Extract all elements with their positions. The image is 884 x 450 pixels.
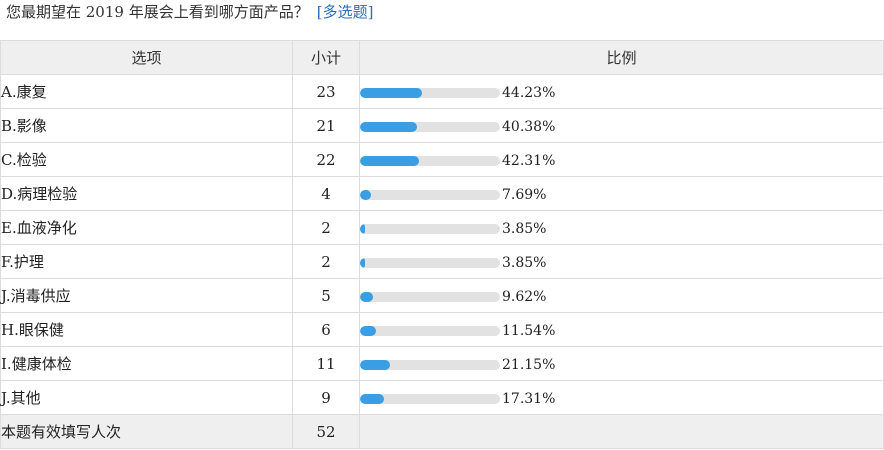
ratio-bar-track [360, 393, 500, 404]
results-table: 选项 小计 比例 A.康复 23 44.23% B.影像 21 40.38% C.检验 22 4… [0, 40, 884, 449]
ratio-bar-track [360, 189, 500, 200]
ratio-cell: 9.62% [359, 278, 884, 313]
ratio-percent: 3.85% [502, 254, 547, 271]
option-count: 11 [292, 346, 360, 381]
table-row: C.检验 22 42.31% [0, 142, 884, 177]
option-count: 23 [292, 74, 360, 109]
table-row: H.眼保健 6 11.54% [0, 312, 884, 347]
table-row: J.其他 9 17.31% [0, 380, 884, 415]
ratio-cell: 3.85% [359, 210, 884, 245]
option-label: F.护理 [0, 244, 293, 279]
ratio-cell: 40.38% [359, 108, 884, 143]
ratio-cell: 21.15% [359, 346, 884, 381]
ratio-bar-fill [360, 359, 390, 370]
question-type-label: [多选题] [316, 3, 374, 21]
option-label: D.病理检验 [0, 176, 293, 211]
ratio-bar-fill [360, 87, 422, 98]
ratio-bar-fill [360, 393, 385, 404]
ratio-percent: 42.31% [502, 152, 556, 169]
table-row: D.病理检验 4 7.69% [0, 176, 884, 211]
ratio-cell: 44.23% [359, 74, 884, 109]
ratio-percent: 44.23% [502, 84, 556, 101]
ratio-bar-track [360, 121, 500, 132]
ratio-percent: 17.31% [502, 390, 556, 407]
option-label: I.健康体检 [0, 346, 293, 381]
option-count: 9 [292, 380, 360, 415]
option-count: 2 [292, 210, 360, 245]
ratio-percent: 11.54% [502, 322, 556, 339]
ratio-bar-track [360, 87, 500, 98]
option-count: 21 [292, 108, 360, 143]
ratio-bar-track [360, 325, 500, 336]
table-row: F.护理 2 3.85% [0, 244, 884, 279]
ratio-percent: 3.85% [502, 220, 547, 237]
question-text: 您最期望在 2019 年展会上看到哪方面产品？ [6, 3, 309, 21]
total-label: 本题有效填写人次 [0, 414, 293, 449]
ratio-bar-track [360, 257, 500, 268]
ratio-cell: 42.31% [359, 142, 884, 177]
table-row: E.血液净化 2 3.85% [0, 210, 884, 245]
header-option: 选项 [0, 40, 293, 75]
ratio-cell: 11.54% [359, 312, 884, 347]
ratio-bar-track [360, 155, 500, 166]
ratio-bar-fill [360, 223, 366, 234]
ratio-bar-track [360, 223, 500, 234]
question-title: 您最期望在 2019 年展会上看到哪方面产品？ [多选题] [6, 2, 373, 28]
option-label: C.检验 [0, 142, 293, 177]
total-row: 本题有效填写人次 52 [0, 414, 884, 449]
option-count: 6 [292, 312, 360, 347]
header-row: 选项 小计 比例 [0, 40, 884, 75]
ratio-bar-track [360, 359, 500, 370]
table-body: A.康复 23 44.23% B.影像 21 40.38% C.检验 22 42.31% D.病理… [0, 74, 884, 415]
total-value: 52 [292, 414, 360, 449]
ratio-cell: 7.69% [359, 176, 884, 211]
table-row: I.健康体检 11 21.15% [0, 346, 884, 381]
header-count: 小计 [292, 40, 360, 75]
header-ratio: 比例 [359, 40, 884, 75]
total-ratio-cell [359, 414, 884, 449]
option-count: 22 [292, 142, 360, 177]
ratio-bar-fill [360, 155, 420, 166]
ratio-percent: 40.38% [502, 118, 556, 135]
ratio-cell: 3.85% [359, 244, 884, 279]
option-label: H.眼保健 [0, 312, 293, 347]
option-label: J.其他 [0, 380, 293, 415]
ratio-cell: 17.31% [359, 380, 884, 415]
ratio-percent: 7.69% [502, 186, 547, 203]
ratio-percent: 21.15% [502, 356, 556, 373]
ratio-bar-fill [360, 325, 377, 336]
option-label: B.影像 [0, 108, 293, 143]
ratio-bar-fill [360, 121, 417, 132]
option-label: A.康复 [0, 74, 293, 109]
ratio-bar-fill [360, 189, 371, 200]
ratio-bar-track [360, 291, 500, 302]
option-label: J.消毒供应 [0, 278, 293, 313]
table-row: B.影像 21 40.38% [0, 108, 884, 143]
option-count: 2 [292, 244, 360, 279]
option-count: 5 [292, 278, 360, 313]
ratio-percent: 9.62% [502, 288, 547, 305]
option-label: E.血液净化 [0, 210, 293, 245]
table-row: J.消毒供应 5 9.62% [0, 278, 884, 313]
ratio-bar-fill [360, 291, 374, 302]
ratio-bar-fill [360, 257, 366, 268]
table-row: A.康复 23 44.23% [0, 74, 884, 109]
option-count: 4 [292, 176, 360, 211]
